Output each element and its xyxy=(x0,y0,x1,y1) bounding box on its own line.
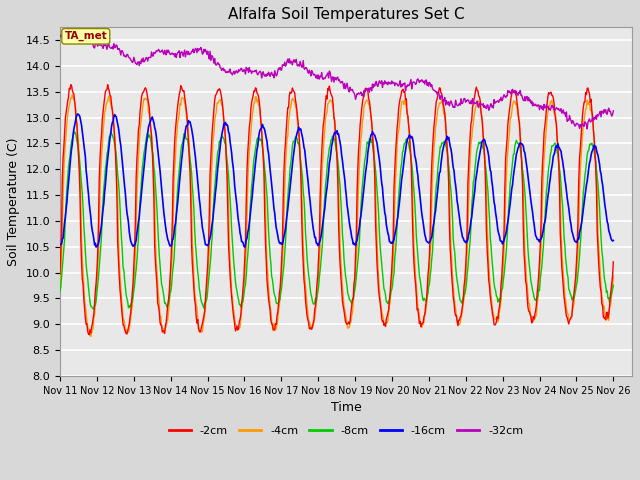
Title: Alfalfa Soil Temperatures Set C: Alfalfa Soil Temperatures Set C xyxy=(228,7,464,22)
Text: TA_met: TA_met xyxy=(65,31,107,41)
Legend: -2cm, -4cm, -8cm, -16cm, -32cm: -2cm, -4cm, -8cm, -16cm, -32cm xyxy=(164,421,527,440)
Y-axis label: Soil Temperature (C): Soil Temperature (C) xyxy=(7,137,20,266)
X-axis label: Time: Time xyxy=(330,401,361,414)
